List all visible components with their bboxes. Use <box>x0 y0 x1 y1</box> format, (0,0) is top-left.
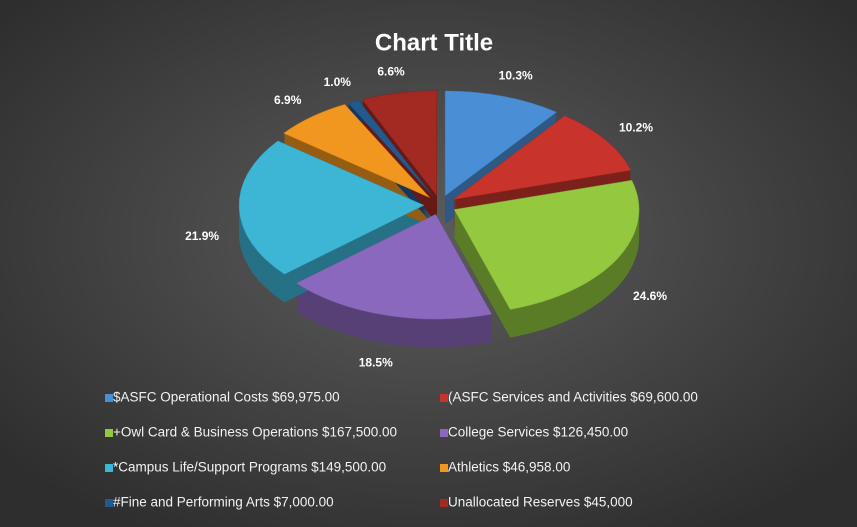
data-label: 1.0% <box>324 75 352 89</box>
data-label: 6.6% <box>377 64 405 78</box>
slice <box>453 179 640 310</box>
legend-label: (ASFC Services and Activities $69,600.00 <box>448 390 698 405</box>
legend-swatch <box>440 499 448 507</box>
legend-label: College Services $126,450.00 <box>448 425 628 440</box>
slice <box>283 104 430 198</box>
slice <box>295 213 493 320</box>
legend-swatch <box>105 429 113 437</box>
slice <box>444 90 558 197</box>
slice <box>361 90 437 197</box>
legend-swatch <box>105 394 113 402</box>
data-label: 10.2% <box>619 120 653 134</box>
data-label: 18.5% <box>359 356 393 370</box>
data-label: 6.9% <box>274 93 302 107</box>
data-label: 10.3% <box>499 69 533 83</box>
legend-label: +Owl Card & Business Operations $167,500… <box>113 425 397 440</box>
slice <box>347 99 434 197</box>
legend-label: #Fine and Performing Arts $7,000.00 <box>113 495 334 510</box>
legend-label: Unallocated Reserves $45,000 <box>448 495 633 510</box>
data-label: 21.9% <box>185 229 219 243</box>
legend-label: $ASFC Operational Costs $69,975.00 <box>113 390 340 405</box>
legend-label: *Campus Life/Support Programs $149,500.0… <box>113 460 386 475</box>
data-label: 24.6% <box>633 289 667 303</box>
chart-title: Chart Title <box>375 29 493 56</box>
legend-swatch <box>440 464 448 472</box>
legend-swatch <box>440 429 448 437</box>
slice <box>453 115 632 200</box>
legend-swatch <box>105 499 113 507</box>
legend-swatch <box>440 394 448 402</box>
legend-label: Athletics $46,958.00 <box>448 460 570 475</box>
slice <box>238 140 425 275</box>
legend-swatch <box>105 464 113 472</box>
